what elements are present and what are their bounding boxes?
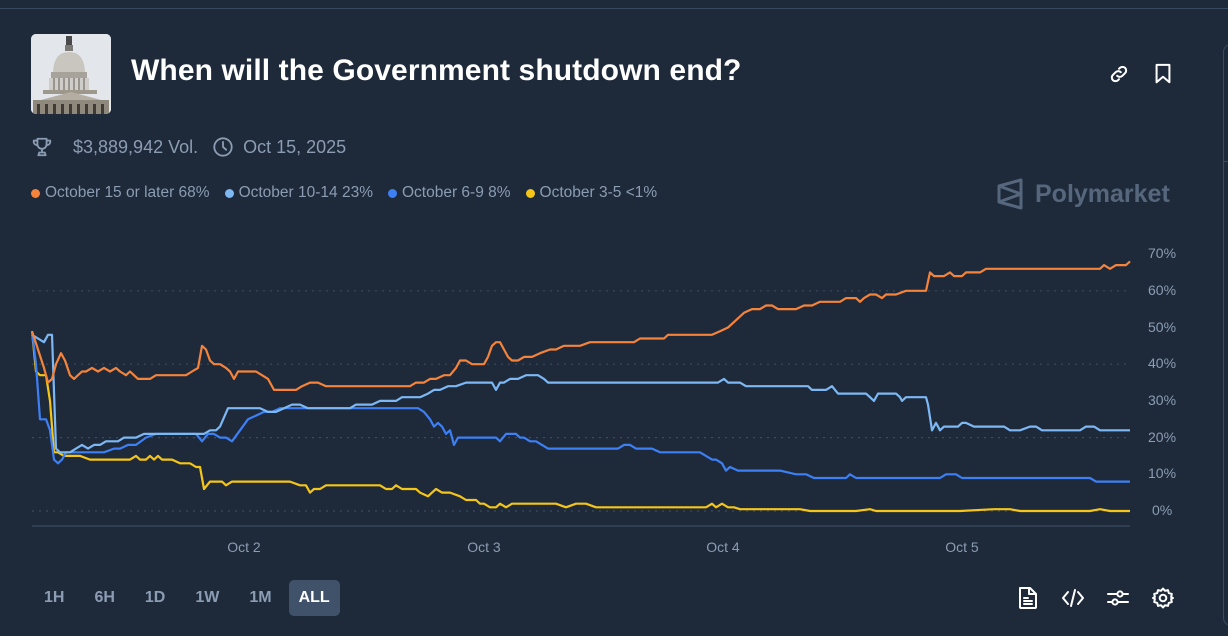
legend-label: October 3-5 <1% <box>539 184 658 201</box>
legend-item[interactable]: October 3-5 <1% <box>525 184 658 202</box>
legend-item[interactable]: October 10-14 23% <box>224 184 373 202</box>
link-icon <box>1110 65 1128 83</box>
y-axis-tick-label: 70% <box>1148 245 1177 262</box>
chart-legend: October 15 or later 68% October 10-14 23%… <box>31 184 672 202</box>
range-button-all[interactable]: ALL <box>288 580 340 616</box>
market-title: When will the Government shutdown end? <box>131 54 742 87</box>
copy-link-button[interactable] <box>1105 60 1133 88</box>
polymarket-watermark: Polymarket <box>996 178 1170 210</box>
bookmark-button[interactable] <box>1149 60 1177 88</box>
right-panel-divider <box>1224 161 1228 162</box>
x-axis-tick-label: Oct 4 <box>706 539 740 555</box>
y-axis-tick-label: 50% <box>1148 318 1177 335</box>
legend-label: October 6-9 8% <box>401 184 511 201</box>
document-button[interactable] <box>1014 584 1042 612</box>
settings-gear-icon <box>1152 587 1174 609</box>
bookmark-icon <box>1155 63 1171 84</box>
chart-settings-sliders-button[interactable] <box>1104 584 1132 612</box>
y-axis-tick-label: 10% <box>1148 465 1177 482</box>
y-axis-tick-label: 40% <box>1148 355 1177 372</box>
end-date-text: Oct 15, 2025 <box>243 136 347 157</box>
market-meta: $3,889,942 Vol. Oct 15, 2025 <box>31 134 346 160</box>
market-thumbnail <box>31 34 111 114</box>
legend-color-dot <box>387 188 397 198</box>
y-axis-tick-label: 30% <box>1148 391 1177 408</box>
legend-item[interactable]: October 15 or later 68% <box>31 184 210 202</box>
y-axis-tick-label: 20% <box>1148 428 1177 445</box>
x-axis-tick-label: Oct 2 <box>227 539 261 555</box>
clock-icon <box>212 136 234 158</box>
legend-label: October 15 or later 68% <box>45 184 210 201</box>
x-axis-tick-label: Oct 3 <box>467 539 501 555</box>
chart-series-lines <box>30 260 1131 513</box>
series-line[interactable] <box>30 260 1131 391</box>
capitol-dome-image <box>31 34 111 114</box>
embed-button[interactable] <box>1059 584 1087 612</box>
range-button-6h[interactable]: 6H <box>94 589 115 606</box>
y-axis-tick-label: 60% <box>1148 281 1177 298</box>
range-button-1h[interactable]: 1H <box>44 589 65 606</box>
brand-name: Polymarket <box>1035 179 1170 208</box>
legend-item[interactable]: October 6-9 8% <box>387 184 511 202</box>
polymarket-logo-icon <box>997 178 1023 210</box>
embed-code-icon <box>1062 589 1084 607</box>
range-button-1d[interactable]: 1D <box>144 589 166 606</box>
price-history-chart[interactable]: 70% 60% 50% 40% 30% 20% 10% 0% Oct 2 Oct 3 Oct 4 O… <box>0 230 1228 570</box>
series-line[interactable] <box>31 333 1130 454</box>
time-range-selector: 1H 6H 1D 1W 1M ALL <box>34 580 340 616</box>
settings-button[interactable] <box>1149 584 1177 612</box>
market-header: When will the Government shutdown end? <box>31 34 1181 114</box>
trophy-icon <box>31 136 53 158</box>
range-button-1w[interactable]: 1W <box>195 589 220 606</box>
x-axis-tick-label: Oct 5 <box>945 539 979 555</box>
legend-color-dot <box>31 188 40 198</box>
top-divider <box>0 8 1228 9</box>
chart-tools <box>1014 584 1194 612</box>
legend-color-dot <box>224 188 234 198</box>
legend-color-dot <box>525 188 535 198</box>
series-line[interactable] <box>30 331 1130 483</box>
chart-plot-area[interactable] <box>0 230 1228 570</box>
range-button-1m[interactable]: 1M <box>249 589 272 606</box>
y-axis-tick-label: 0% <box>1152 502 1173 518</box>
sliders-icon <box>1107 590 1129 606</box>
volume-text: $3,889,942 Vol. <box>73 136 199 157</box>
legend-label: October 10-14 23% <box>238 184 373 201</box>
document-icon <box>1019 587 1037 609</box>
series-line[interactable] <box>30 331 1130 513</box>
